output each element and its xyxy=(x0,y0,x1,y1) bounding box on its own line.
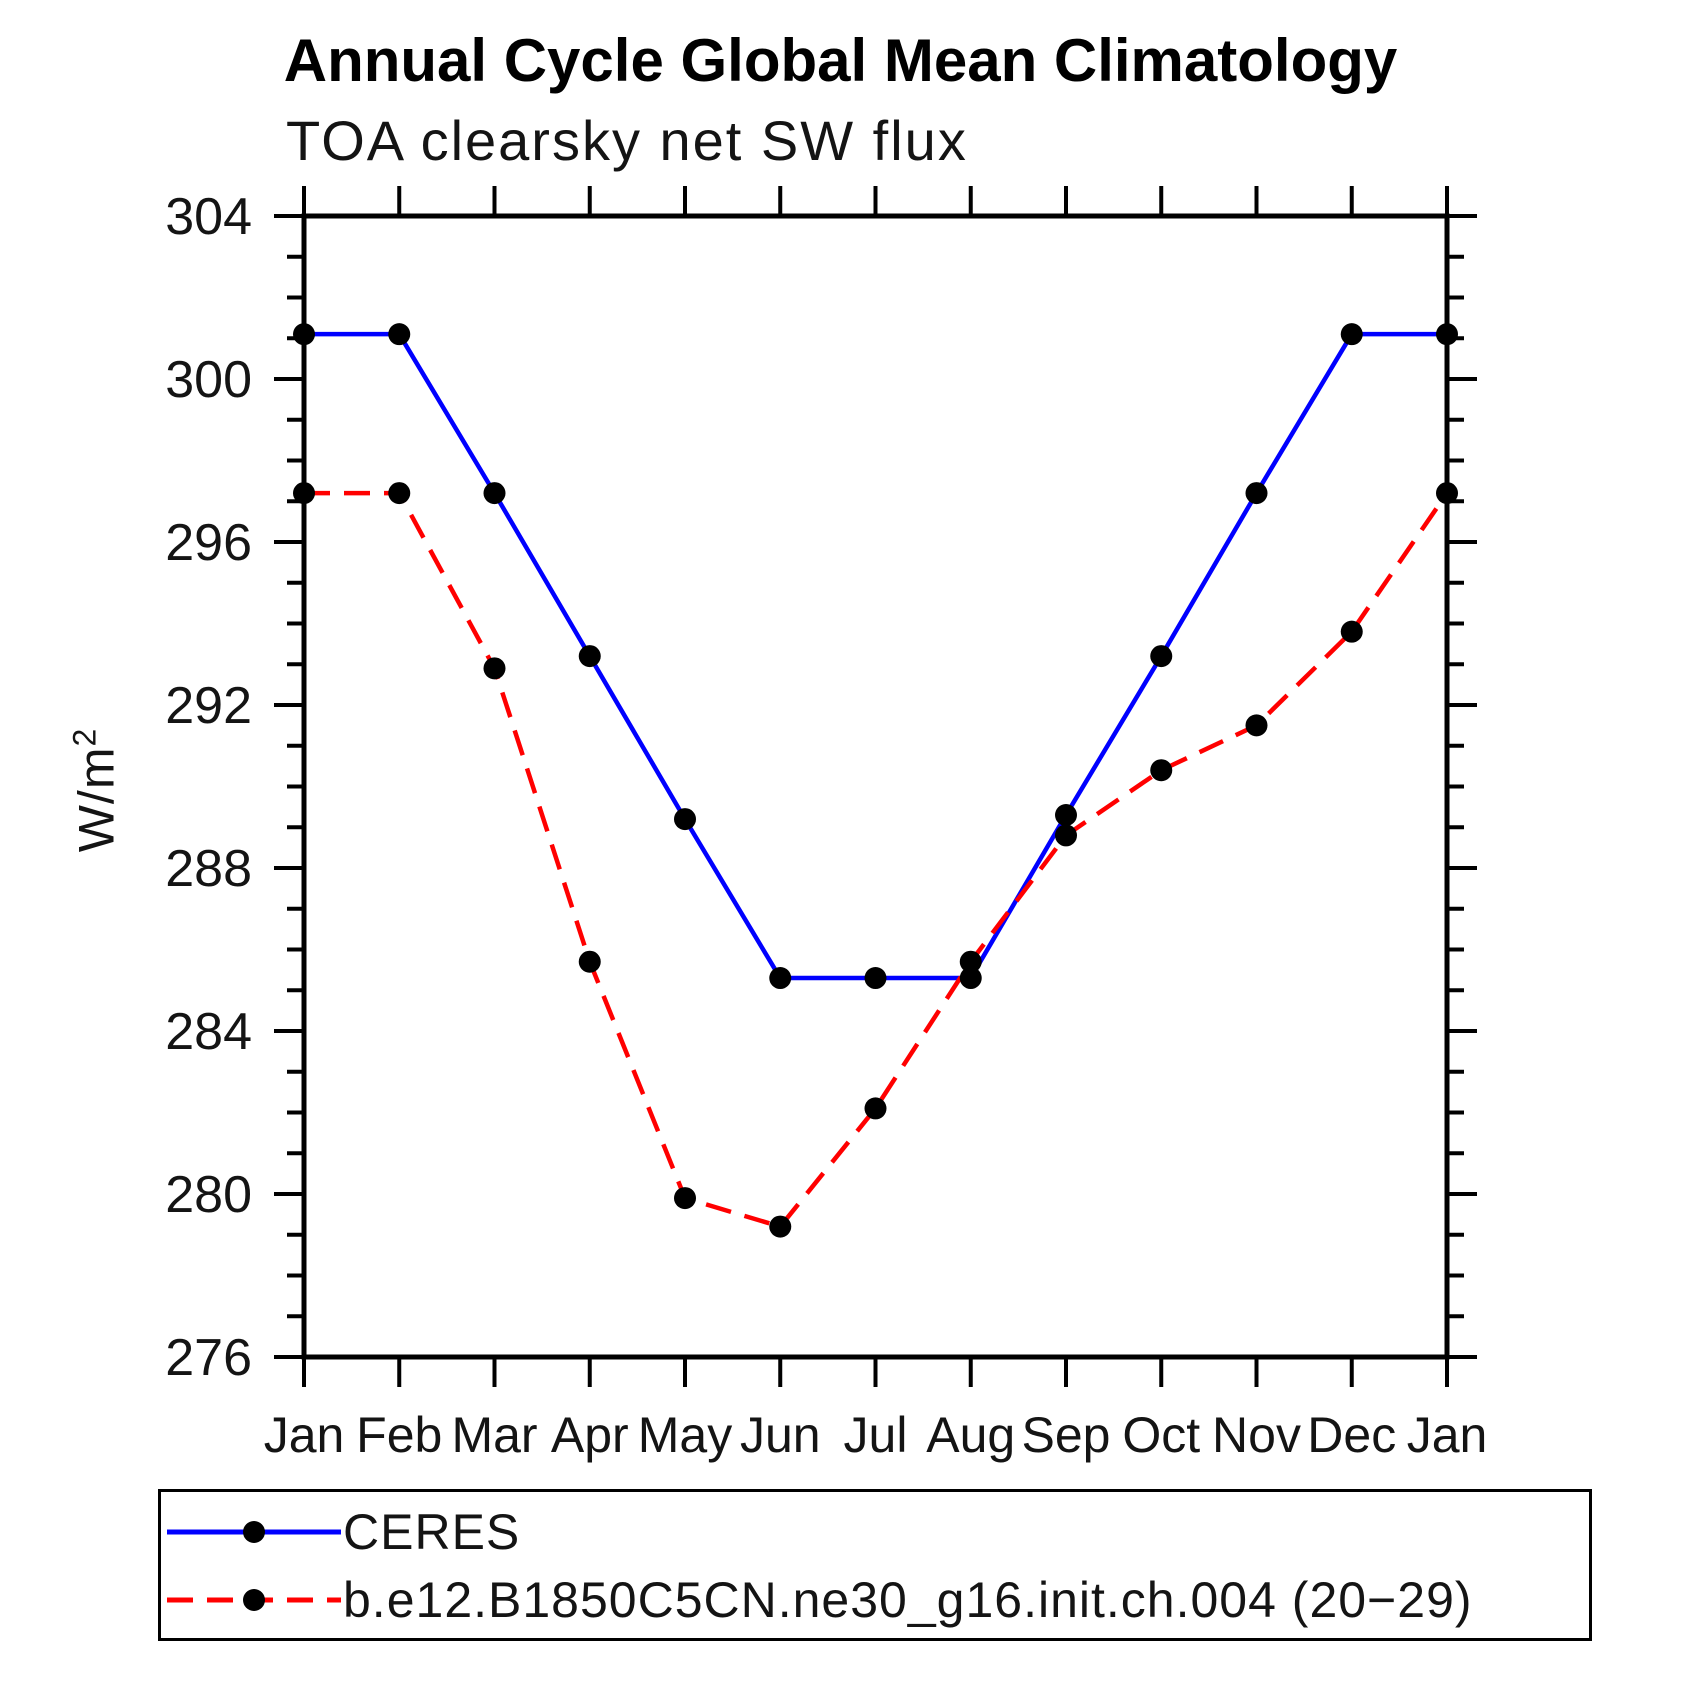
data-point-marker xyxy=(388,323,411,346)
x-tick-label: Jul xyxy=(844,1407,908,1463)
legend: CERES b.e12.B1850C5CN.ne30_g16.init.ch.0… xyxy=(158,1489,1592,1641)
x-tick-label: Nov xyxy=(1212,1407,1301,1463)
data-point-marker xyxy=(864,967,887,990)
data-point-marker xyxy=(1245,714,1268,737)
x-tick-label: Jan xyxy=(1407,1407,1488,1463)
data-point-marker xyxy=(959,967,982,990)
data-point-marker xyxy=(864,1097,887,1120)
x-axis-tick-labels: Jan Feb Mar Apr May Jun Jul Aug Sep Oct Nov Dec Jan xyxy=(264,1407,1488,1463)
y-tick-label: 284 xyxy=(165,1003,252,1061)
series-markers-1 xyxy=(293,482,1458,1238)
series-line-0 xyxy=(304,331,1447,981)
x-tick-label: Apr xyxy=(551,1407,629,1463)
legend-label-model: b.e12.B1850C5CN.ne30_g16.init.ch.004 (20… xyxy=(343,1572,1473,1628)
data-point-marker xyxy=(388,482,411,505)
data-point-marker xyxy=(578,950,601,973)
y-axis-tick-labels: 276 280 284 288 292 296 300 304 xyxy=(165,188,252,1387)
data-point-marker xyxy=(1150,645,1173,668)
x-tick-label: Aug xyxy=(926,1407,1015,1463)
data-point-marker xyxy=(1436,323,1458,346)
series-markers-0 xyxy=(293,323,1458,990)
y-tick-label: 304 xyxy=(165,188,252,246)
data-point-marker xyxy=(959,950,982,973)
axis-ticks xyxy=(274,186,1477,1387)
data-point-marker xyxy=(769,1215,792,1238)
chart-title: Annual Cycle Global Mean Climatology xyxy=(283,27,1398,94)
data-point-marker xyxy=(578,645,601,668)
data-point-marker xyxy=(769,967,792,990)
y-tick-label: 296 xyxy=(165,514,252,572)
data-point-marker xyxy=(674,1187,696,1210)
legend-sample-ceres xyxy=(167,1521,341,1543)
data-point-marker xyxy=(293,482,315,505)
data-point-marker xyxy=(1340,620,1363,643)
legend-marker-model xyxy=(243,1589,265,1611)
x-tick-label: Feb xyxy=(356,1407,442,1463)
data-point-marker xyxy=(1436,482,1458,505)
legend-row-model: b.e12.B1850C5CN.ne30_g16.init.ch.004 (20… xyxy=(165,1566,1589,1634)
x-tick-label: Mar xyxy=(451,1407,537,1463)
data-point-marker xyxy=(1055,824,1077,847)
data-point-marker xyxy=(1055,804,1077,827)
y-tick-label: 300 xyxy=(165,351,252,409)
x-tick-label: Sep xyxy=(1022,1407,1111,1463)
data-point-marker xyxy=(483,657,506,680)
data-point-marker xyxy=(483,482,506,505)
x-tick-label: Jun xyxy=(740,1407,821,1463)
y-tick-label: 276 xyxy=(165,1329,252,1387)
y-tick-label: 292 xyxy=(165,677,252,735)
legend-sample-model xyxy=(167,1589,341,1611)
data-point-marker xyxy=(1340,323,1363,346)
data-point-marker xyxy=(1150,759,1173,782)
x-tick-label: Dec xyxy=(1307,1407,1396,1463)
chart-subtitle: TOA clearsky net SW flux xyxy=(286,109,968,172)
plot-frame xyxy=(301,213,1450,1360)
x-tick-label: May xyxy=(638,1407,732,1463)
data-point-marker xyxy=(674,808,696,831)
data-point-marker xyxy=(293,323,315,346)
y-tick-label: 288 xyxy=(165,840,252,898)
x-tick-label: Oct xyxy=(1122,1407,1200,1463)
legend-marker-ceres xyxy=(243,1521,265,1543)
x-tick-label: Jan xyxy=(264,1407,345,1463)
legend-row-ceres: CERES xyxy=(165,1498,1589,1566)
y-tick-label: 280 xyxy=(165,1166,252,1224)
data-point-marker xyxy=(1245,482,1268,505)
legend-label-ceres: CERES xyxy=(343,1504,521,1560)
